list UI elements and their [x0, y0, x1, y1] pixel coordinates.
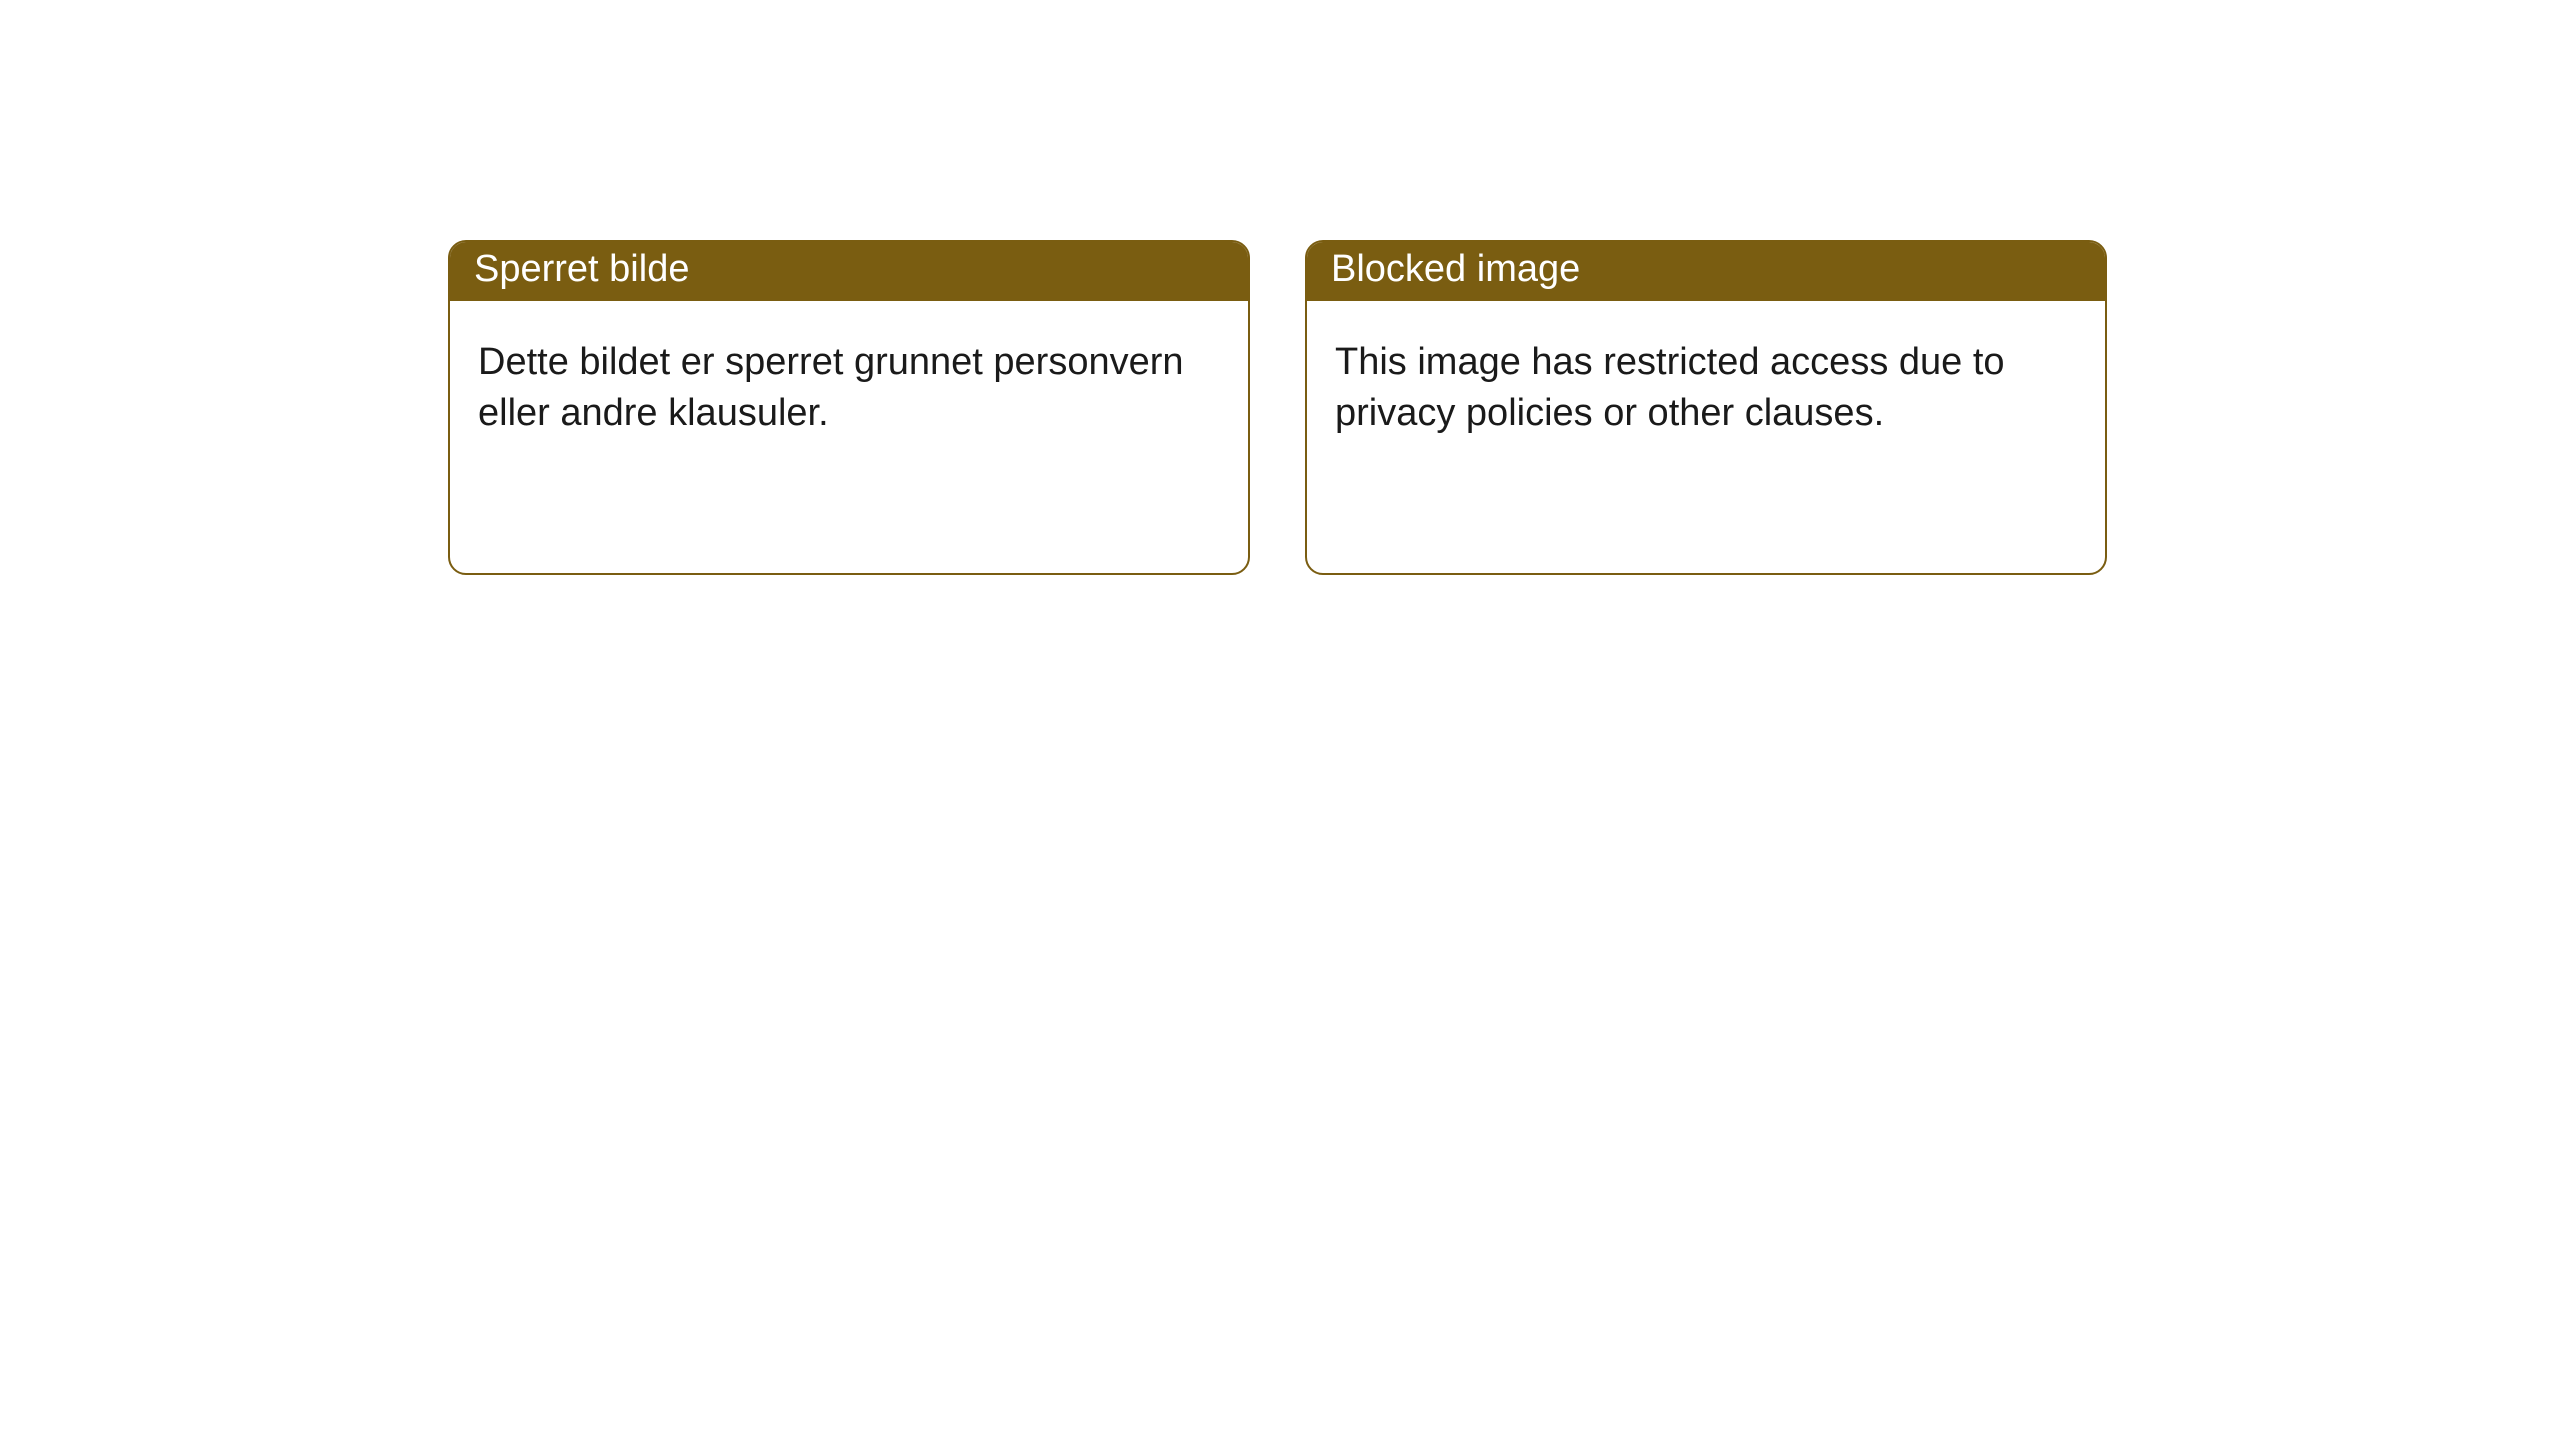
blocked-image-card-en: Blocked image This image has restricted …	[1305, 240, 2107, 575]
blocked-image-card-no: Sperret bilde Dette bildet er sperret gr…	[448, 240, 1250, 575]
card-title: Blocked image	[1331, 248, 1580, 290]
card-title: Sperret bilde	[474, 248, 689, 290]
card-body: This image has restricted access due to …	[1307, 301, 2105, 476]
card-message: This image has restricted access due to …	[1335, 341, 2005, 434]
card-header: Blocked image	[1307, 242, 2105, 301]
card-message: Dette bildet er sperret grunnet personve…	[478, 341, 1184, 434]
card-body: Dette bildet er sperret grunnet personve…	[450, 301, 1248, 476]
card-header: Sperret bilde	[450, 242, 1248, 301]
notice-container: Sperret bilde Dette bildet er sperret gr…	[0, 0, 2560, 575]
